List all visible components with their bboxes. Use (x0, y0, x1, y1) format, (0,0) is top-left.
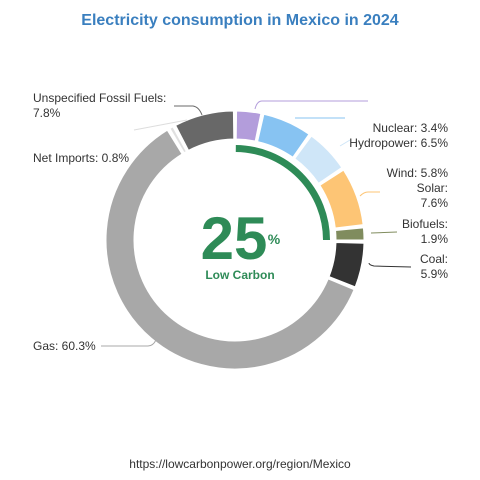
label-line: 1.9% (421, 232, 449, 246)
leader-line (101, 339, 157, 347)
label-solar: Solar: 7.6% (417, 181, 449, 210)
leader-line (370, 231, 398, 234)
slice-coal (328, 242, 365, 288)
label-gas: Gas: 60.3% (33, 339, 96, 353)
slice-solar (319, 169, 364, 229)
label-nuclear: Nuclear: 3.4% (373, 121, 449, 135)
slice-unspecified-fossil-fuels (175, 110, 235, 151)
leader-line (254, 100, 368, 110)
leader-line (174, 105, 203, 116)
label-line: Nuclear: 3.4% (373, 121, 449, 135)
slice-labels: Nuclear: 3.4%Hydropower: 6.5% Wind: 5.8%S… (33, 91, 448, 353)
center-label: Low Carbon (205, 268, 274, 282)
label-line: Net Imports: 0.8% (33, 151, 129, 165)
slice-net-imports (169, 126, 187, 154)
source-url: https://lowcarbonpower.org/region/Mexico (129, 457, 351, 471)
low-carbon-arc (235, 145, 330, 241)
label-unspecified-fossil-fuels: Unspecified Fossil Fuels: 7.8% (33, 91, 166, 120)
donut-slices (105, 110, 365, 370)
leader-line (359, 191, 380, 197)
label-line: Wind: 5.8% (387, 166, 449, 180)
slice-wind (294, 135, 343, 184)
label-line: Gas: 60.3% (33, 339, 96, 353)
label-line: 7.8% (33, 106, 61, 120)
label-line: Hydropower: 6.5% (349, 136, 448, 150)
slice-gas (105, 129, 355, 370)
center-unit: % (268, 231, 281, 247)
label-line: Solar: (417, 181, 448, 195)
label-leader-lines (101, 100, 412, 347)
label-coal: Coal: 5.9% (420, 252, 448, 281)
label-biofuels: Biofuels: 1.9% (402, 217, 448, 246)
leader-line (368, 262, 412, 268)
label-wind: Wind: 5.8% (387, 166, 449, 180)
label-line: Biofuels: (402, 217, 448, 231)
label-line: 7.6% (421, 196, 449, 210)
leader-line (133, 119, 188, 131)
chart-title: Electricity consumption in Mexico in 202… (81, 12, 399, 29)
leader-line (339, 139, 351, 147)
label-line: 5.9% (421, 267, 449, 281)
center-value: 25 (201, 205, 268, 272)
label-line: Unspecified Fossil Fuels: (33, 91, 166, 105)
label-line: Coal: (420, 252, 448, 266)
slice-biofuels (335, 227, 365, 241)
slice-hydropower (257, 113, 310, 158)
label-hydropower: Hydropower: 6.5% (349, 136, 448, 150)
slice-nuclear (235, 110, 262, 142)
label-net-imports: Net Imports: 0.8% (33, 151, 129, 165)
